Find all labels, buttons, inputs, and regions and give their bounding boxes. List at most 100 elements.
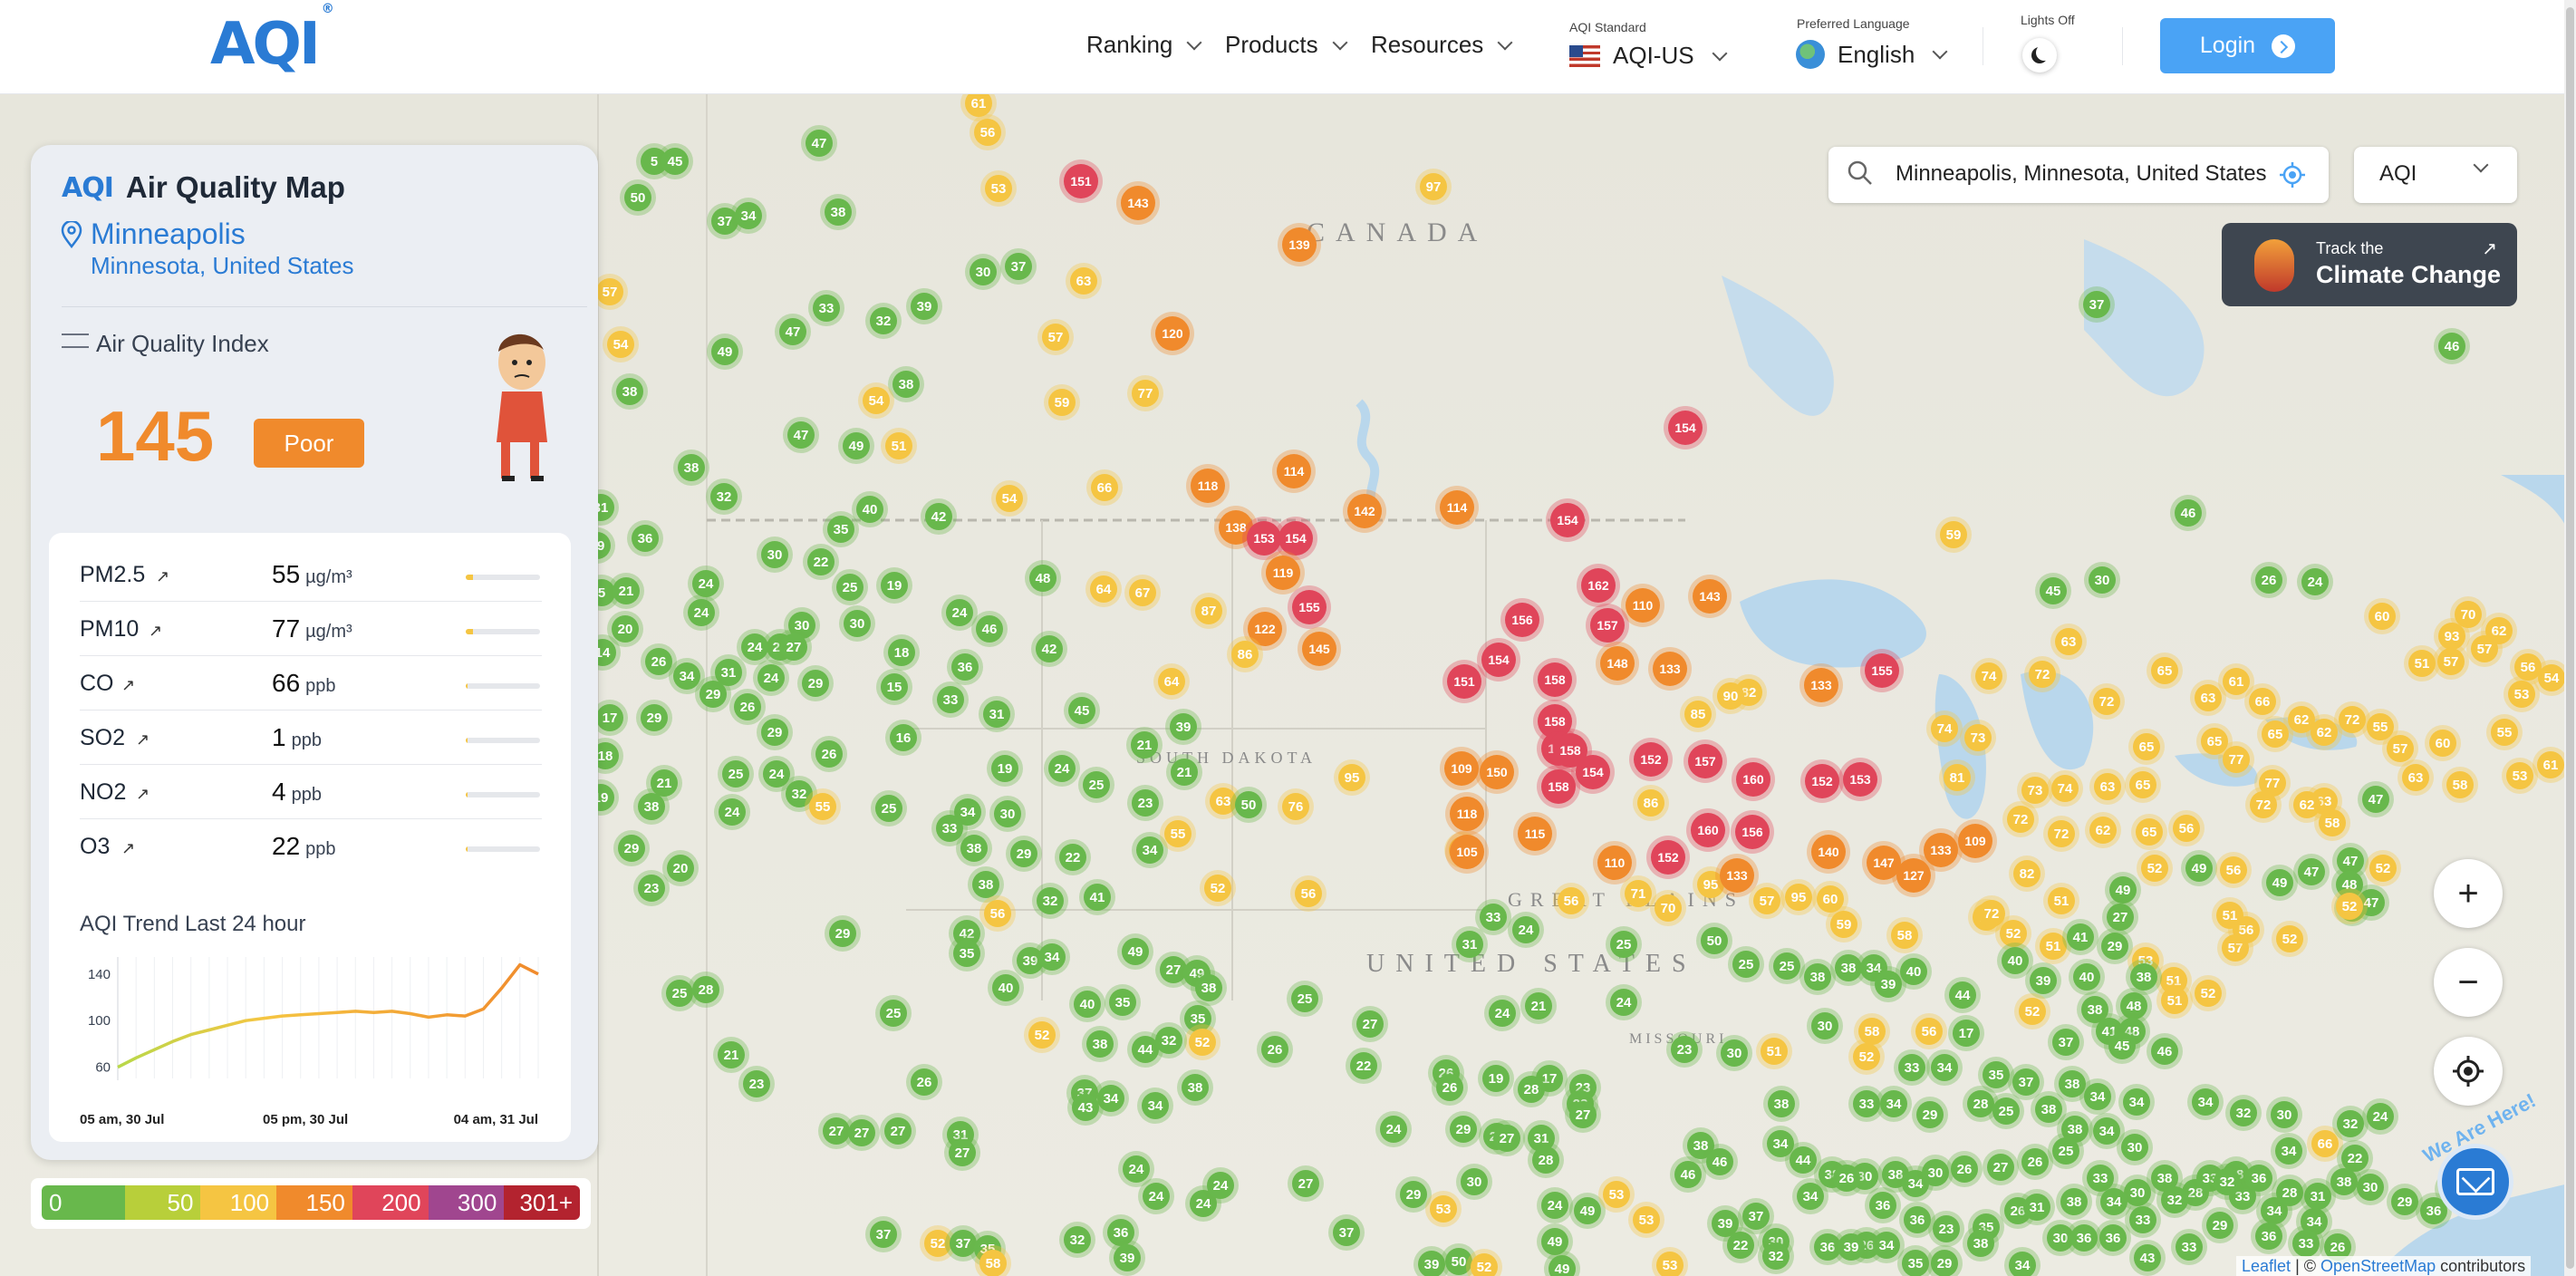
aqi-station-marker[interactable]: 28	[1967, 1090, 1994, 1117]
aqi-station-marker[interactable]: 52	[2195, 980, 2222, 1007]
city-name[interactable]: Minneapolis	[91, 218, 246, 250]
aqi-station-marker[interactable]: 60	[1817, 885, 1844, 913]
aqi-station-marker[interactable]: 54	[607, 331, 634, 358]
aqi-station-marker[interactable]: 36	[2099, 1224, 2127, 1252]
aqi-station-marker[interactable]: 72	[2339, 706, 2366, 733]
aqi-station-marker[interactable]: 34	[1873, 1232, 1900, 1259]
aqi-station-marker[interactable]: 40	[856, 496, 883, 523]
aqi-station-marker[interactable]: 19	[881, 572, 908, 599]
aqi-station-marker[interactable]: 32	[1155, 1027, 1182, 1054]
aqi-station-marker[interactable]: 82	[2013, 860, 2041, 887]
aqi-station-marker[interactable]: 34	[2192, 1088, 2219, 1116]
aqi-station-marker[interactable]: 24	[1610, 989, 1637, 1016]
aqi-station-marker[interactable]: 39	[1712, 1210, 1739, 1237]
aqi-station-marker[interactable]: 57	[2471, 635, 2498, 662]
aqi-station-marker[interactable]: 64	[1090, 575, 1117, 603]
dark-mode-toggle[interactable]	[2022, 38, 2057, 72]
aqi-station-marker[interactable]: 28	[2276, 1179, 2303, 1206]
aqi-station-marker[interactable]: 118	[1191, 469, 1225, 503]
aqi-station-marker[interactable]: 32	[1037, 887, 1064, 914]
aqi-station-marker[interactable]: 25	[2052, 1137, 2079, 1165]
aqi-station-marker[interactable]: 95	[1338, 764, 1365, 791]
login-button[interactable]: Login	[2160, 18, 2335, 73]
aqi-station-marker[interactable]: 52	[1028, 1021, 1056, 1049]
aqi-station-marker[interactable]: 38	[2035, 1096, 2062, 1123]
aqi-station-marker[interactable]: 63	[2055, 628, 2082, 655]
aqi-station-marker[interactable]: 50	[1235, 791, 1262, 818]
aqi-station-marker[interactable]: 105	[1450, 835, 1484, 869]
aqi-station-marker[interactable]: 57	[2437, 648, 2465, 675]
aqi-station-marker[interactable]: 45	[1068, 697, 1095, 724]
page-scrollbar[interactable]	[2564, 0, 2576, 1276]
aqi-station-marker[interactable]: 38	[972, 871, 999, 898]
aqi-station-marker[interactable]: 30	[1811, 1012, 1838, 1039]
scrollbar-thumb[interactable]	[2566, 7, 2574, 1269]
aqi-station-marker[interactable]: 31	[2304, 1183, 2331, 1210]
pollutant-row[interactable]: SO2 ↗ 1 ppb	[80, 710, 542, 765]
aqi-station-marker[interactable]: 48	[2118, 1018, 2146, 1045]
aqi-station-marker[interactable]: 30	[994, 800, 1021, 827]
aqi-station-marker[interactable]: 37	[1333, 1219, 1360, 1246]
aqi-station-marker[interactable]: 150	[1480, 755, 1514, 789]
aqi-station-marker[interactable]: 139	[1282, 227, 1317, 262]
aqi-station-marker[interactable]: 142	[1347, 494, 1382, 528]
aqi-logo[interactable]: AQI®	[210, 1, 334, 78]
aqi-station-marker[interactable]: 24	[1512, 916, 1539, 943]
aqi-station-marker[interactable]: 37	[2012, 1068, 2040, 1096]
aqi-station-marker[interactable]: 27	[884, 1117, 912, 1145]
aqi-station-marker[interactable]: 86	[1231, 641, 1259, 668]
aqi-station-marker[interactable]: 70	[1655, 894, 1682, 922]
aqi-station-marker[interactable]: 72	[2093, 688, 2120, 715]
aqi-station-marker[interactable]: 36	[2245, 1165, 2272, 1192]
aqi-station-marker[interactable]: 87	[1195, 597, 1222, 624]
aqi-station-marker[interactable]: 58	[2446, 771, 2474, 798]
aqi-station-marker[interactable]: 109	[1444, 751, 1479, 786]
aqi-station-marker[interactable]: 53	[2508, 681, 2535, 708]
aqi-station-marker[interactable]: 109	[1958, 824, 1992, 858]
aqi-station-marker[interactable]: 22	[1059, 844, 1086, 871]
aqi-station-marker[interactable]: 143	[1693, 579, 1727, 614]
aqi-station-marker[interactable]: 151	[1064, 164, 1098, 198]
aqi-station-marker[interactable]: 51	[2408, 650, 2436, 677]
aqi-station-marker[interactable]: 55	[2491, 719, 2518, 746]
aqi-station-marker[interactable]: 52	[2019, 998, 2046, 1025]
aqi-station-marker[interactable]: 52	[2276, 925, 2303, 952]
aqi-station-marker[interactable]: 37	[1742, 1203, 1770, 1230]
aqi-station-marker[interactable]: 58	[1891, 922, 1918, 949]
aqi-station-marker[interactable]: 58	[979, 1250, 1007, 1276]
aqi-station-marker[interactable]: 39	[1114, 1244, 1141, 1271]
aqi-station-marker[interactable]: 25	[666, 980, 693, 1007]
leaflet-link[interactable]: Leaflet	[2242, 1257, 2291, 1275]
aqi-station-marker[interactable]: 153	[1843, 762, 1877, 797]
aqi-station-marker[interactable]: 54	[2538, 664, 2565, 691]
aqi-station-marker[interactable]: 35	[827, 516, 854, 543]
aqi-station-marker[interactable]: 21	[1131, 731, 1158, 759]
aqi-station-marker[interactable]: 53	[1656, 1252, 1684, 1276]
aqi-station-marker[interactable]: 28	[692, 976, 719, 1003]
aqi-station-marker[interactable]: 33	[2129, 1206, 2156, 1233]
aqi-station-marker[interactable]: 24	[719, 798, 746, 826]
aqi-station-marker[interactable]: 32	[786, 780, 813, 807]
aqi-station-marker[interactable]: 147	[1867, 846, 1901, 880]
aqi-station-marker[interactable]: 133	[1924, 833, 1958, 867]
aqi-station-marker[interactable]: 61	[2223, 668, 2250, 695]
aqi-station-marker[interactable]: 152	[1805, 764, 1839, 798]
aqi-station-marker[interactable]: 127	[1896, 858, 1931, 893]
aqi-station-marker[interactable]: 34	[735, 202, 762, 229]
osm-link[interactable]: OpenStreetMap	[2320, 1257, 2436, 1275]
aqi-station-marker[interactable]: 30	[970, 258, 997, 285]
aqi-station-marker[interactable]: 61	[2537, 751, 2564, 778]
aqi-station-marker[interactable]: 20	[612, 615, 639, 643]
aqi-station-marker[interactable]: 162	[1581, 568, 1616, 603]
aqi-station-marker[interactable]: 56	[2173, 815, 2200, 842]
aqi-station-marker[interactable]: 62	[2089, 817, 2117, 844]
aqi-station-marker[interactable]: 122	[1248, 612, 1282, 646]
aqi-station-marker[interactable]: 156	[1505, 603, 1539, 637]
aqi-station-marker[interactable]: 85	[1684, 701, 1712, 728]
aqi-station-marker[interactable]: 24	[946, 599, 973, 626]
aqi-station-marker[interactable]: 24	[1541, 1192, 1568, 1219]
aqi-station-marker[interactable]: 30	[2121, 1134, 2148, 1161]
aqi-station-marker[interactable]: 49	[1541, 1228, 1568, 1255]
aqi-station-marker[interactable]: 36	[2070, 1224, 2098, 1252]
aqi-station-marker[interactable]: 64	[1158, 668, 1185, 695]
